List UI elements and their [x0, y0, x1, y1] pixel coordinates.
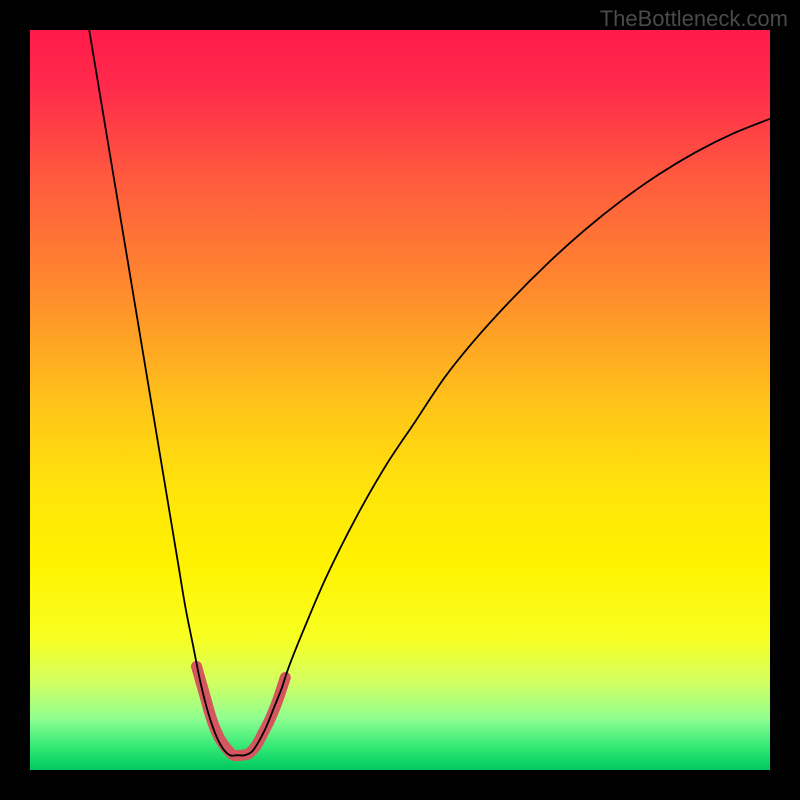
curve-layer — [30, 30, 770, 770]
bottleneck-main-curve — [89, 30, 770, 756]
watermark-text: TheBottleneck.com — [600, 6, 788, 32]
plot-area — [30, 30, 770, 770]
